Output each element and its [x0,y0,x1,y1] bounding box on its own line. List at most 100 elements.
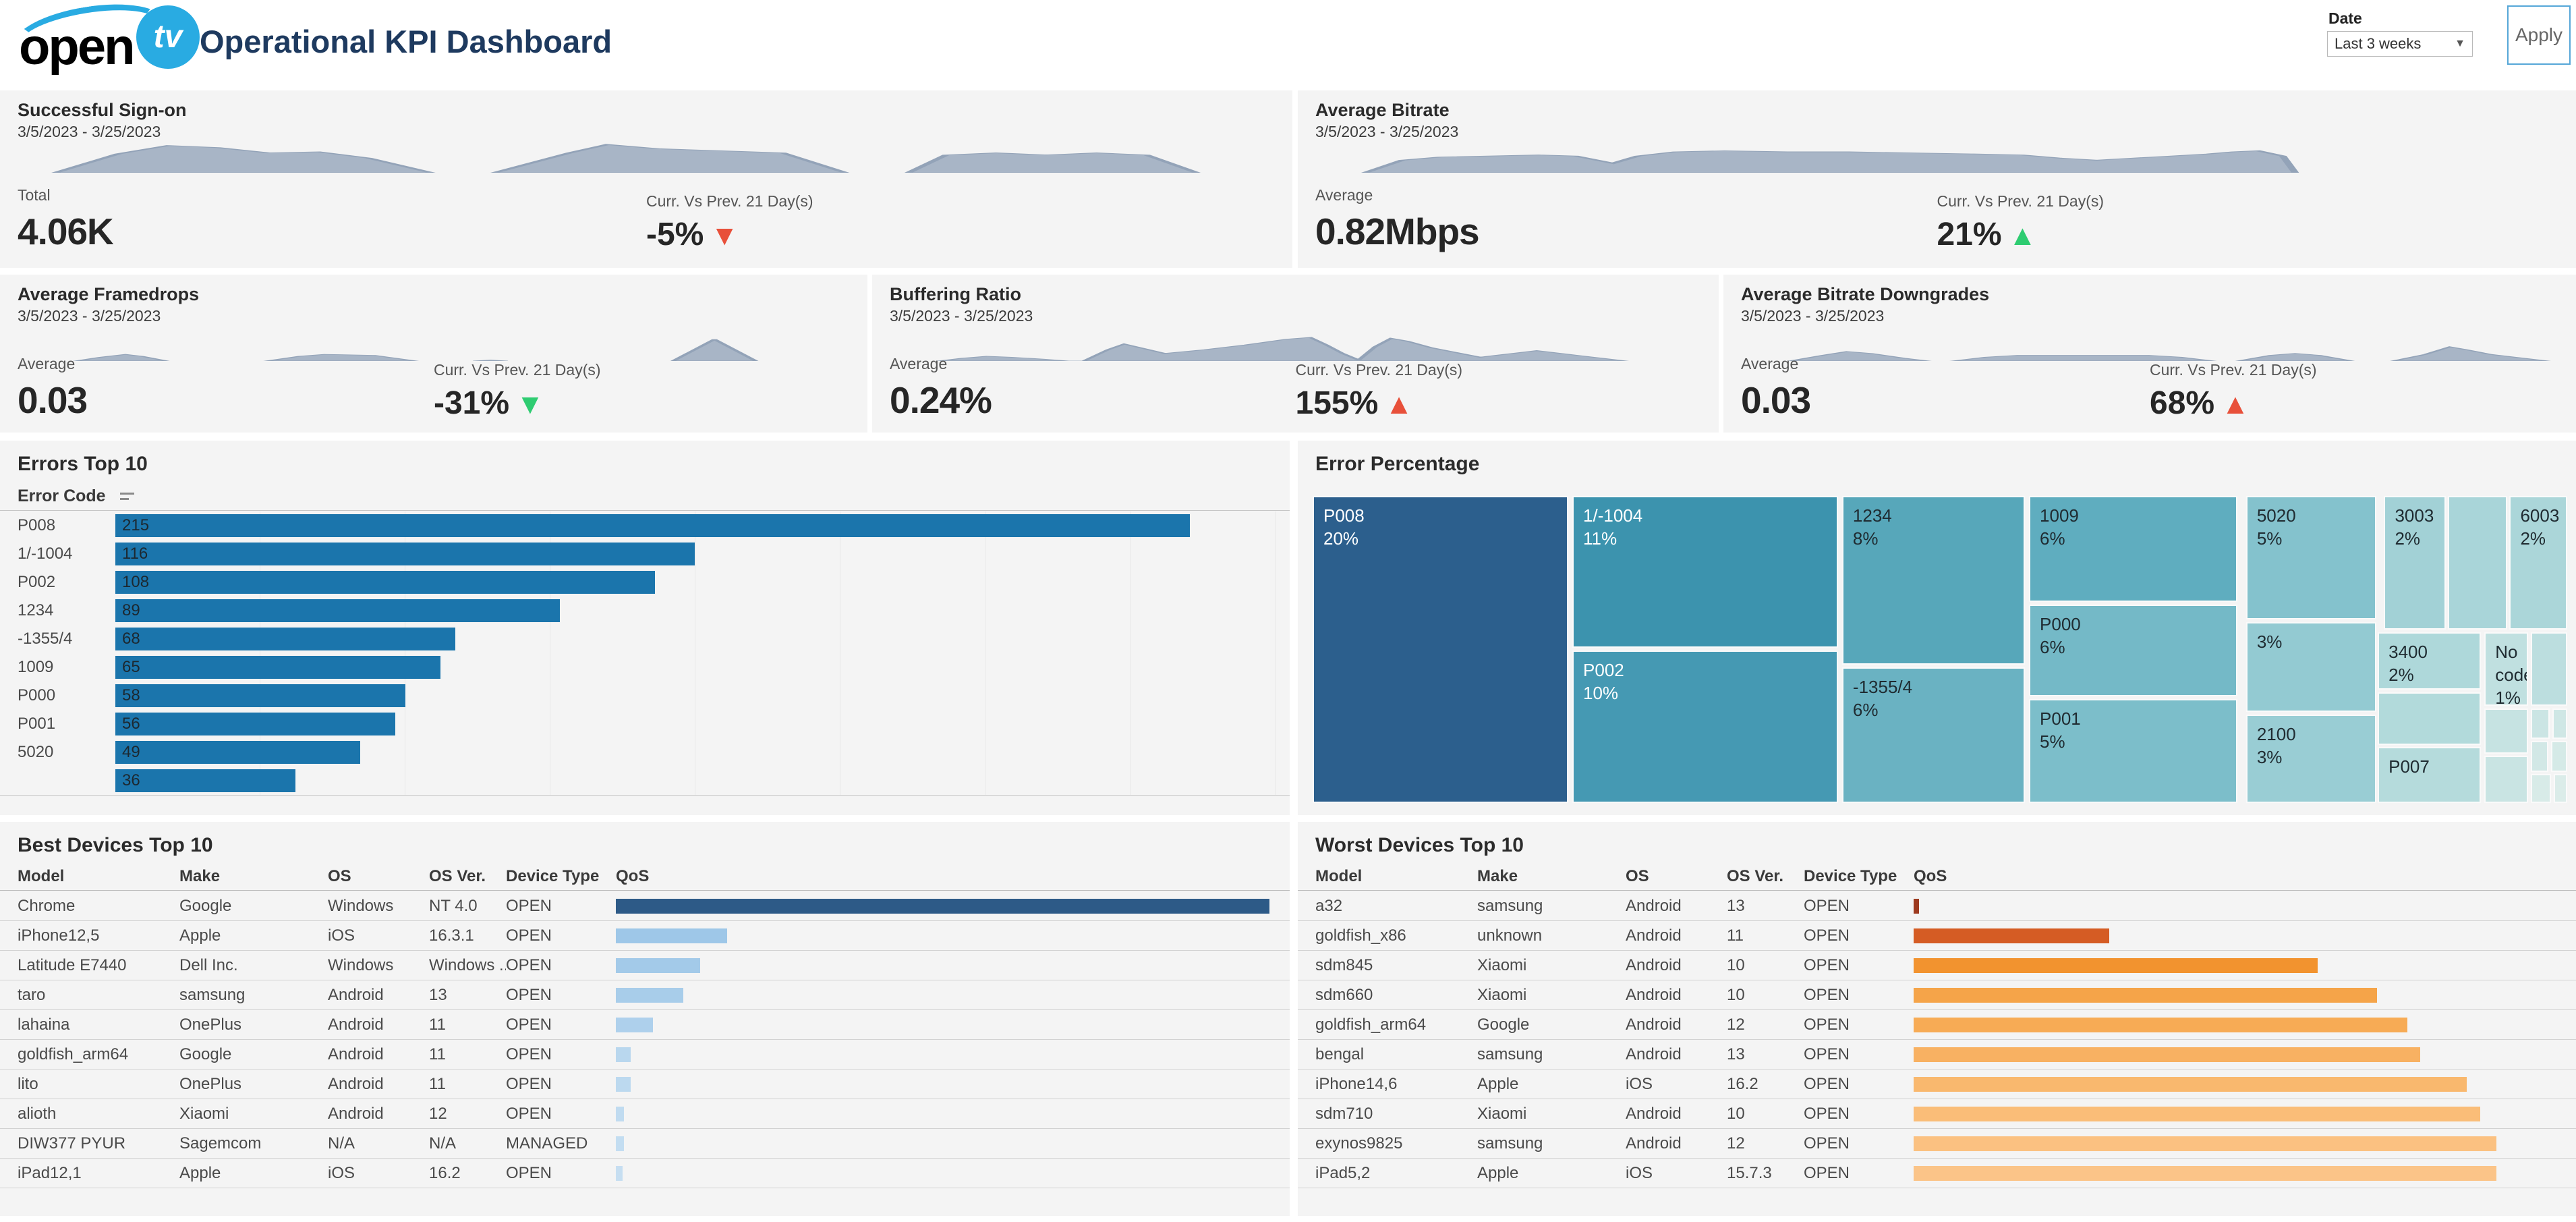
treemap-cell[interactable]: P001 5% [2029,699,2237,803]
treemap-cell[interactable] [2531,741,2549,772]
treemap-cell[interactable]: 1/-1004 11% [1572,496,1839,648]
cell-qos [616,1010,1290,1039]
treemap-cell[interactable] [2552,708,2567,739]
cell-model: Chrome [18,897,76,915]
table-row[interactable]: iPad12,1 Apple iOS 16.2 OPEN [0,1159,1290,1188]
treemap-cell[interactable] [2550,741,2567,772]
qos-bar[interactable] [1914,1136,2497,1151]
table-row[interactable]: lito OnePlus Android 11 OPEN [0,1070,1290,1099]
treemap-cell[interactable]: 6003 2% [2509,496,2567,630]
cell-device-type: OPEN [506,1016,552,1034]
qos-bar[interactable] [1914,958,2318,973]
error-code-label: 1009 [18,658,54,676]
error-bar[interactable]: 215 [115,514,1190,537]
qos-bar[interactable] [1914,1107,2480,1121]
qos-bar[interactable] [1914,1166,2497,1181]
table-row[interactable]: DIW377 PYUR Sagemcom N/A N/A MANAGED [0,1129,1290,1159]
qos-bar[interactable] [616,1107,624,1121]
qos-bar[interactable] [616,988,683,1003]
treemap-cell[interactable] [2378,692,2481,745]
error-bar[interactable]: 49 [115,741,361,764]
treemap-cell[interactable]: No code 1% [2484,632,2529,706]
treemap-cell[interactable]: 1009 6% [2029,496,2237,602]
treemap-cell[interactable] [2531,708,2550,739]
qos-bar[interactable] [616,1077,631,1092]
table-row[interactable]: bengal samsung Android 13 OPEN [1298,1040,2576,1070]
kpi-delta-label: Curr. Vs Prev. 21 Day(s) [646,192,813,210]
cell-make: Apple [1477,1164,1519,1182]
table-row[interactable]: goldfish_arm64 Google Android 11 OPEN [0,1040,1290,1070]
table-row[interactable]: goldfish_x86 unknown Android 11 OPEN [1298,921,2576,951]
apply-button[interactable]: Apply [2507,5,2571,65]
treemap-cell[interactable]: -1355/4 6% [1841,667,2026,803]
cell-os-ver: 10 [1727,1105,1745,1123]
treemap-cell[interactable]: P008 20% [1313,496,1569,803]
table-row[interactable]: lahaina OnePlus Android 11 OPEN [0,1010,1290,1040]
table-row[interactable]: sdm660 Xiaomi Android 10 OPEN [1298,980,2576,1010]
treemap-cell[interactable]: P007 [2378,747,2481,803]
error-code-label: P002 [18,573,56,591]
bar-area: 65 [115,653,1290,682]
cell-model: goldfish_x86 [1315,926,1406,945]
qos-bar[interactable] [616,958,700,973]
table-row[interactable]: a32 samsung Android 13 OPEN [1298,891,2576,921]
date-filter-select[interactable]: Last 3 weeks ▼ [2327,31,2473,57]
treemap-cell-label: 2100 [2256,723,2296,744]
table-row[interactable]: sdm710 Xiaomi Android 10 OPEN [1298,1099,2576,1129]
table-row[interactable]: alioth Xiaomi Android 12 OPEN [0,1099,1290,1129]
treemap-cell[interactable]: 3% [2245,622,2377,712]
qos-bar[interactable] [616,1136,624,1151]
qos-bar[interactable] [1914,1077,2467,1092]
error-bar[interactable]: 65 [115,656,440,679]
cell-os: Windows [328,897,394,915]
qos-bar[interactable] [1914,1047,2421,1062]
treemap-cell[interactable]: 2100 3% [2245,714,2377,803]
error-bar[interactable]: 56 [115,713,395,735]
table-row[interactable]: goldfish_arm64 Google Android 12 OPEN [1298,1010,2576,1040]
treemap-cell[interactable] [2484,708,2529,754]
error-bar[interactable]: 116 [115,543,695,565]
qos-bar[interactable] [1914,988,2378,1003]
qos-bar[interactable] [616,1018,653,1032]
table-row[interactable]: Chrome Google Windows NT 4.0 OPEN [0,891,1290,921]
kpi-delta-value: 21% [1937,217,2002,252]
treemap-cell[interactable]: P002 10% [1572,650,1839,803]
table-row[interactable]: iPad5,2 Apple iOS 15.7.3 OPEN [1298,1159,2576,1188]
treemap-cell[interactable] [2531,774,2551,803]
trend-down-icon: ▼ [710,219,739,251]
error-bar[interactable]: 108 [115,571,656,594]
error-bar[interactable]: 89 [115,599,561,622]
treemap-cell[interactable]: 3400 2% [2378,632,2481,690]
table-row[interactable]: Latitude E7440 Dell Inc. Windows Windows ..… [0,951,1290,980]
qos-bar[interactable] [1914,1018,2407,1032]
table-row[interactable]: taro samsung Android 13 OPEN [0,980,1290,1010]
treemap-cell[interactable] [2531,632,2567,706]
treemap-cell[interactable]: 1234 8% [1841,496,2026,665]
cell-os-ver: Windows .. [429,956,506,974]
sort-descending-icon[interactable] [120,491,139,507]
qos-bar[interactable] [616,899,1270,914]
cell-make: samsung [179,986,246,1004]
cell-device-type: OPEN [506,956,552,974]
treemap-cell[interactable] [2553,774,2567,803]
error-bar[interactable]: 68 [115,628,455,650]
opentv-logo: open tv [10,0,220,76]
error-bar[interactable]: 58 [115,684,405,707]
treemap-cell[interactable]: P000 6% [2029,605,2237,697]
table-row[interactable]: iPhone12,5 Apple iOS 16.3.1 OPEN [0,921,1290,951]
table-row[interactable]: iPhone14,6 Apple iOS 16.2 OPEN [1298,1070,2576,1099]
qos-bar[interactable] [1914,928,2109,943]
error-bar[interactable]: 36 [115,769,295,792]
treemap-cell[interactable] [2484,755,2529,803]
treemap-cell[interactable]: 5020 5% [2245,496,2377,619]
cell-model: alioth [18,1105,57,1123]
treemap-cell[interactable] [2448,496,2507,630]
table-row[interactable]: sdm845 Xiaomi Android 10 OPEN [1298,951,2576,980]
treemap-cell[interactable]: 3003 2% [2384,496,2446,630]
qos-bar[interactable] [616,1047,631,1062]
table-row[interactable]: exynos9825 samsung Android 12 OPEN [1298,1129,2576,1159]
qos-bar[interactable] [616,928,727,943]
treemap-cell-label: 1009 [2040,505,2079,526]
qos-bar[interactable] [616,1166,623,1181]
qos-bar[interactable] [1914,899,1919,914]
